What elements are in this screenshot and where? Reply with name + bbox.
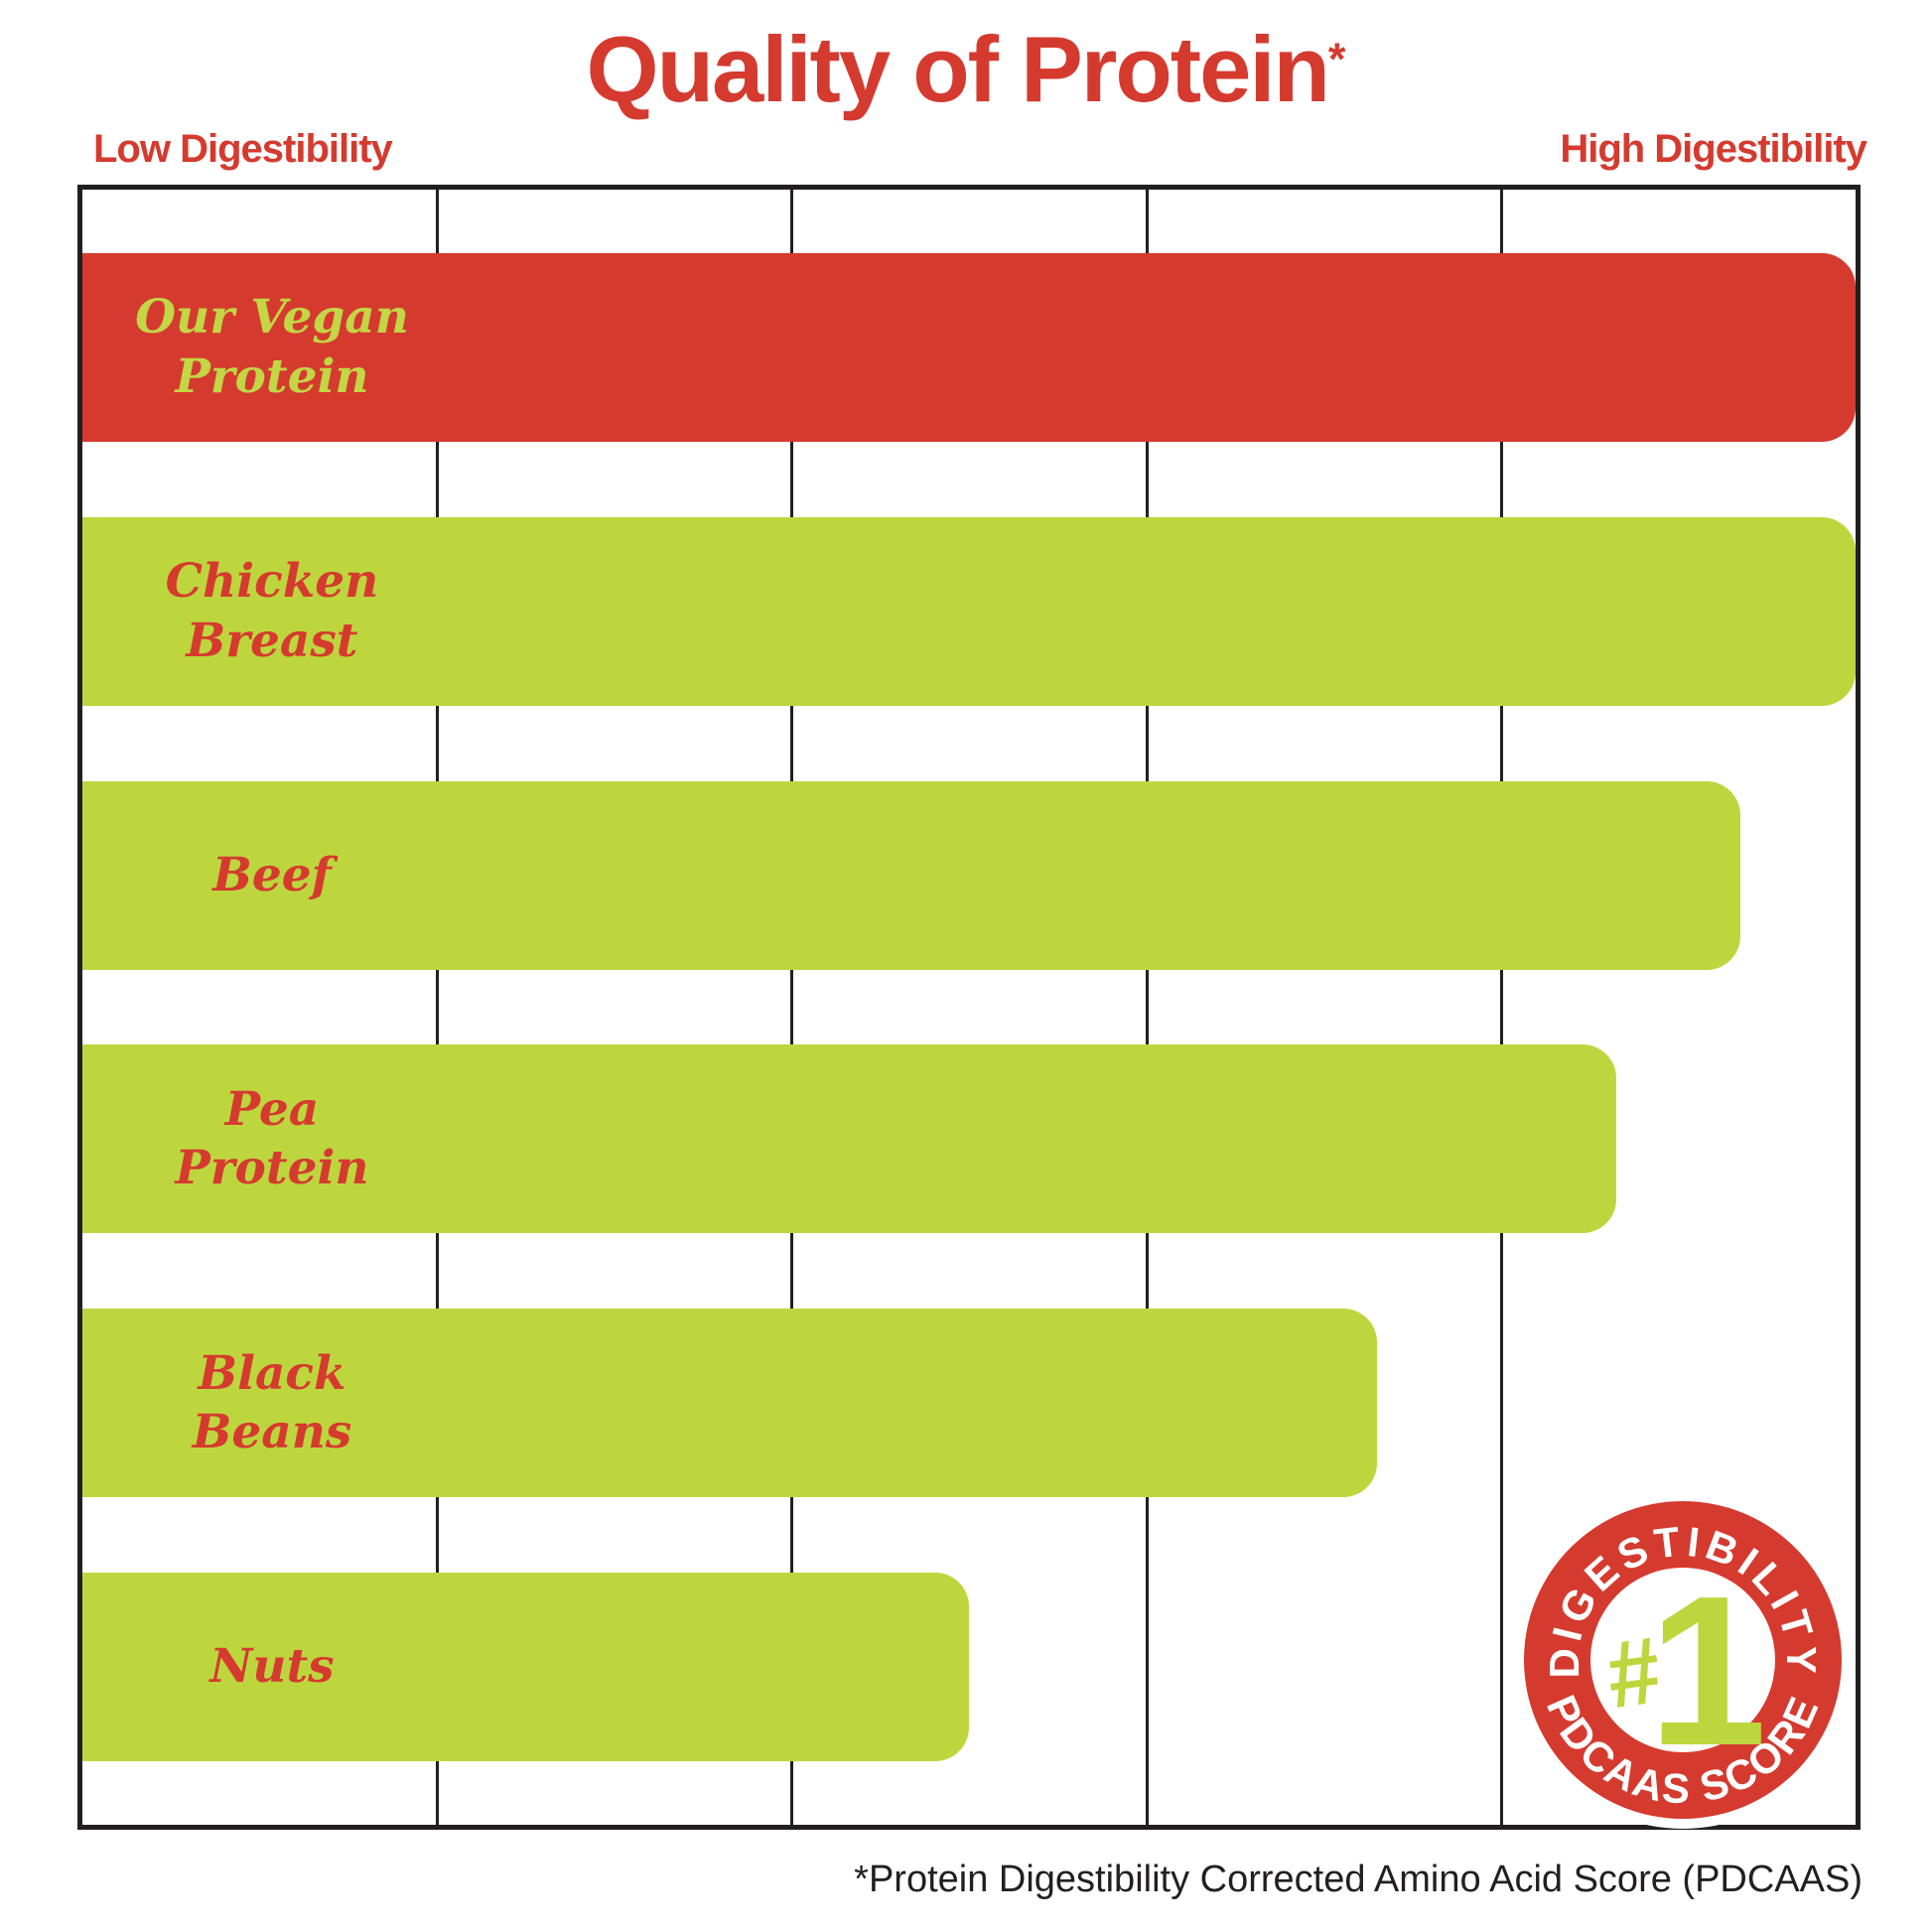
badge-number-one: 1 <box>1648 1551 1767 1790</box>
bar-label-line: Protein <box>175 349 369 404</box>
bar-pea-protein: Pea Protein <box>82 1044 1616 1234</box>
bar-label-nuts: Nuts <box>108 1637 436 1697</box>
gridline <box>1499 190 1503 1825</box>
gridline <box>790 190 794 1825</box>
bar-label-line: Beans <box>192 1405 352 1460</box>
bar-label-line: Beef <box>212 847 332 902</box>
axis-label-high-digestibility: High Digestibility <box>1560 127 1867 171</box>
gridline <box>436 190 440 1825</box>
bar-label-line: Protein <box>175 1141 369 1196</box>
protein-quality-chart: Our Vegan Protein Chicken Breast Beef Pe… <box>77 185 1861 1830</box>
bar-label-line: Pea <box>224 1081 320 1137</box>
bar-label-line: Chicken <box>165 554 379 610</box>
bar-label-our-vegan-protein: Our Vegan Protein <box>108 288 436 406</box>
pdcaas-number-one-badge: DIGESTIBILITY PDCAAS SCORE # 1 <box>1514 1491 1852 1829</box>
bar-label-line: Nuts <box>209 1639 335 1695</box>
gridline <box>1145 190 1149 1825</box>
bar-group: Our Vegan Protein Chicken Breast Beef Pe… <box>82 190 1856 1825</box>
bar-label-line: Breast <box>186 613 358 668</box>
axis-label-low-digestibility: Low Digestibility <box>93 127 393 171</box>
bar-label-line: Black <box>198 1345 346 1401</box>
bar-beef: Beef <box>82 780 1740 970</box>
bar-label-beef: Beef <box>108 846 436 905</box>
bar-black-beans: Black Beans <box>82 1309 1377 1498</box>
bar-label-line: Our Vegan <box>135 290 409 345</box>
bar-our-vegan-protein: Our Vegan Protein <box>82 253 1856 442</box>
page-title-asterisk: * <box>1327 33 1346 84</box>
pdcaas-footnote: *Protein Digestibility Corrected Amino A… <box>854 1859 1863 1900</box>
bar-label-black-beans: Black Beans <box>108 1344 436 1462</box>
bar-label-chicken-breast: Chicken Breast <box>108 552 436 670</box>
page-title: Quality of Protein* <box>0 16 1932 123</box>
bar-label-pea-protein: Pea Protein <box>108 1080 436 1198</box>
bar-nuts: Nuts <box>82 1572 969 1761</box>
page-title-text: Quality of Protein <box>586 17 1330 121</box>
badge-inner-circle <box>1590 1568 1775 1752</box>
bar-chicken-breast: Chicken Breast <box>82 516 1856 706</box>
